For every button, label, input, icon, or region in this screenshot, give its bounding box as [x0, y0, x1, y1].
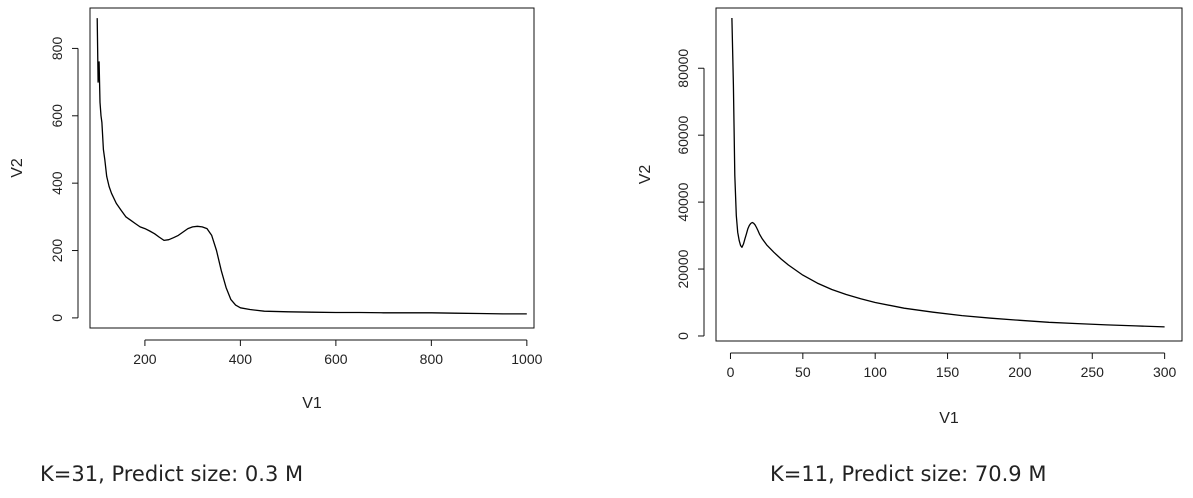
y-tick-label: 200	[49, 239, 65, 263]
x-tick-label: 300	[1153, 364, 1177, 380]
x-axis-label: V1	[939, 410, 959, 427]
series-line	[731, 17, 1165, 328]
x-tick-label: 1000	[511, 351, 542, 367]
x-tick-label: 0	[727, 364, 735, 380]
x-tick-label: 600	[324, 351, 348, 367]
y-tick-label: 0	[675, 332, 691, 340]
x-axis-label: V1	[302, 395, 322, 412]
chart-right: 0 50 100 150 200 250 300 0 20000 40000 60000 80000 V…	[637, 7, 1183, 427]
y-tick-label: 80000	[675, 49, 691, 88]
y-tick-label: 600	[49, 104, 65, 128]
y-tick-label: 0	[49, 314, 65, 322]
y-tick-label: 60000	[675, 116, 691, 155]
x-tick-label: 400	[229, 351, 253, 367]
plot-frame	[715, 7, 1183, 342]
y-tick-label: 40000	[675, 182, 691, 221]
x-tick-label: 50	[795, 364, 811, 380]
chart-left: 200 400 600 800 1000 0 200 400 600 800 V1 V2	[9, 7, 543, 412]
y-tick-label: 800	[49, 37, 65, 61]
y-tick-label: 400	[49, 171, 65, 195]
y-tick-label: 20000	[675, 249, 691, 288]
chart-left-caption: K=31, Predict size: 0.3 M	[40, 462, 304, 486]
x-tick-label: 200	[133, 351, 157, 367]
chart-right-caption: K=11, Predict size: 70.9 M	[770, 462, 1047, 486]
x-tick-label: 800	[420, 351, 444, 367]
y-axis-label: V2	[9, 158, 26, 178]
x-tick-label: 100	[864, 364, 888, 380]
series-line	[96, 18, 527, 315]
x-tick-label: 250	[1081, 364, 1105, 380]
plot-frame	[89, 7, 535, 329]
x-tick-label: 150	[936, 364, 960, 380]
x-tick-label: 200	[1008, 364, 1032, 380]
y-axis-label: V2	[637, 165, 654, 185]
